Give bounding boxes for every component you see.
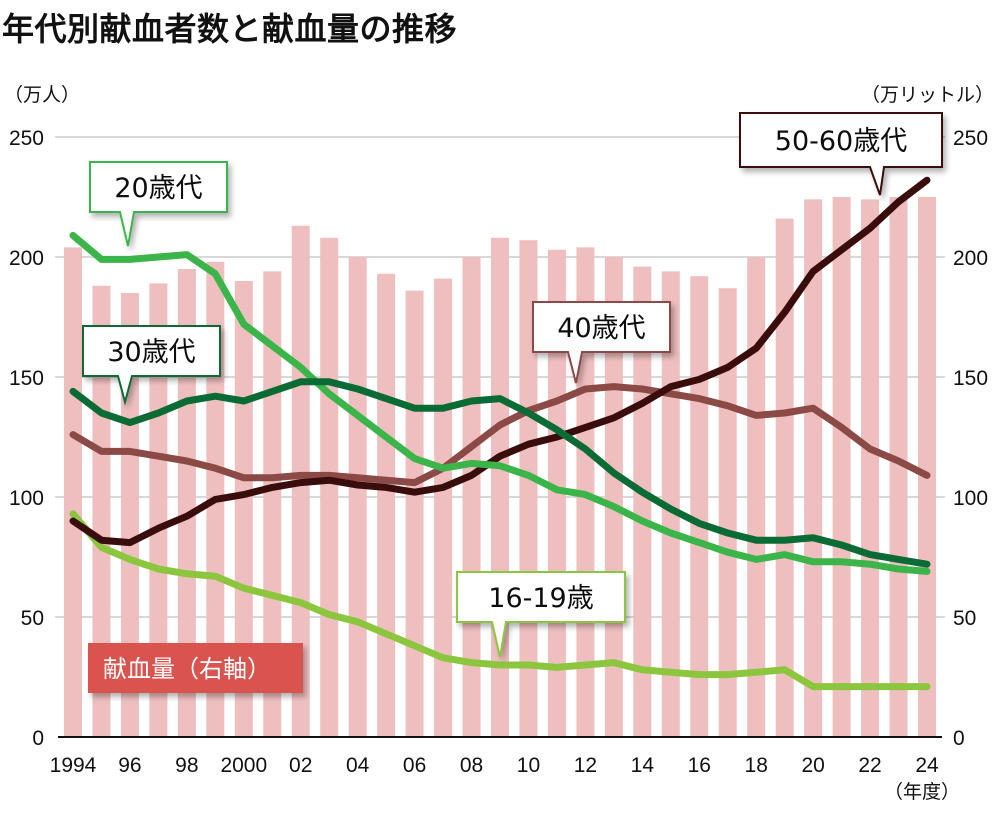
x-tick-2008: 08 (460, 754, 483, 777)
line-age-40s (69, 383, 931, 487)
left-axis-unit: （万人） (4, 84, 81, 106)
bar-2003 (320, 237, 339, 738)
bar-2020 (804, 199, 823, 737)
bar-2024 (918, 197, 936, 737)
series-callouts: 20歳代 30歳代 40歳代 16-19歳 50-60歳代 (82, 112, 943, 658)
bar-1998 (177, 269, 196, 737)
legend-label: 献血量（右軸） (103, 655, 271, 683)
bar-2000 (234, 281, 253, 737)
bar-2007 (434, 278, 453, 737)
x-tick-2006: 06 (403, 754, 426, 777)
y-tick-labels: 0 0 50 50 100 100 150 150 200 200 250 250 (9, 127, 988, 750)
legend-blood-volume: 献血量（右軸） (88, 643, 303, 693)
line-age-50-60s (69, 176, 931, 547)
x-tick-labels: 1994 96 98 2000 02 04 06 08 10 12 14 16 18 20 22 24 (50, 754, 939, 777)
line-series (69, 176, 931, 691)
x-tick-2012: 12 (574, 754, 597, 777)
x-tick-2018: 18 (745, 754, 768, 777)
y-tick-left-100: 100 (9, 487, 44, 510)
bar-2019 (775, 218, 794, 738)
x-tick-2000: 2000 (220, 754, 267, 777)
y-tick-right-50: 50 (953, 607, 976, 630)
callout-label: 20歳代 (114, 173, 202, 204)
callout-label: 30歳代 (107, 337, 195, 368)
bar-1994 (64, 247, 82, 737)
x-axis-unit: （年度） (883, 781, 960, 803)
line-age-20s (69, 231, 931, 575)
x-tick-2024: 24 (915, 754, 939, 777)
bar-2016 (690, 276, 709, 737)
y-tick-right-200: 200 (953, 247, 988, 270)
callout-box (532, 301, 671, 384)
x-tick-2004: 04 (346, 754, 370, 777)
y-tick-left-200: 200 (9, 247, 44, 270)
bar-2005 (377, 273, 396, 737)
chart-title: 年代別献血者数と献血量の推移 (2, 10, 458, 48)
x-tick-1998: 98 (175, 754, 198, 777)
x-tick-2002: 02 (289, 754, 312, 777)
legend-box (88, 643, 303, 693)
bar-2014 (633, 266, 652, 737)
x-tick-2010: 10 (517, 754, 540, 777)
callout-box (456, 571, 626, 658)
bar-2004 (348, 257, 367, 737)
y-tick-right-100: 100 (953, 487, 988, 510)
callout-box (82, 325, 221, 406)
x-tick-2014: 14 (631, 754, 655, 777)
bar-1995 (92, 285, 111, 737)
x-tick-2020: 20 (801, 754, 824, 777)
bar-2017 (718, 288, 737, 737)
bar-2022 (861, 199, 880, 737)
bar-2006 (405, 290, 424, 737)
x-tick-1994: 1994 (50, 754, 97, 777)
callout-label: 50-60歳代 (775, 126, 907, 157)
callout-box (739, 112, 943, 196)
line-age-30s (69, 378, 931, 568)
callout-age-30s: 30歳代 (82, 325, 221, 406)
callout-box (89, 161, 228, 247)
bar-2018 (747, 257, 766, 737)
callout-age-20s: 20歳代 (89, 161, 228, 247)
callout-age-16-19: 16-19歳 (456, 571, 626, 658)
callout-label: 16-19歳 (488, 583, 593, 614)
callout-label: 40歳代 (557, 313, 645, 344)
y-tick-left-50: 50 (21, 607, 44, 630)
x-tick-1996: 96 (118, 754, 141, 777)
y-tick-right-0: 0 (953, 727, 965, 750)
right-axis-unit: （万リットル） (860, 84, 994, 106)
y-tick-right-250: 250 (953, 127, 988, 150)
x-tick-2016: 16 (688, 754, 711, 777)
bar-1997 (149, 283, 168, 737)
y-tick-left-0: 0 (32, 727, 44, 750)
x-tick-2022: 22 (858, 754, 881, 777)
y-tick-right-150: 150 (953, 367, 988, 390)
y-tick-left-250: 250 (9, 127, 44, 150)
callout-age-40s: 40歳代 (532, 301, 671, 384)
y-tick-left-150: 150 (9, 367, 44, 390)
bar-2021 (832, 197, 851, 737)
callout-age-50-60s: 50-60歳代 (739, 112, 943, 196)
line-age-16-19 (69, 510, 931, 691)
bar-2023 (889, 197, 908, 737)
